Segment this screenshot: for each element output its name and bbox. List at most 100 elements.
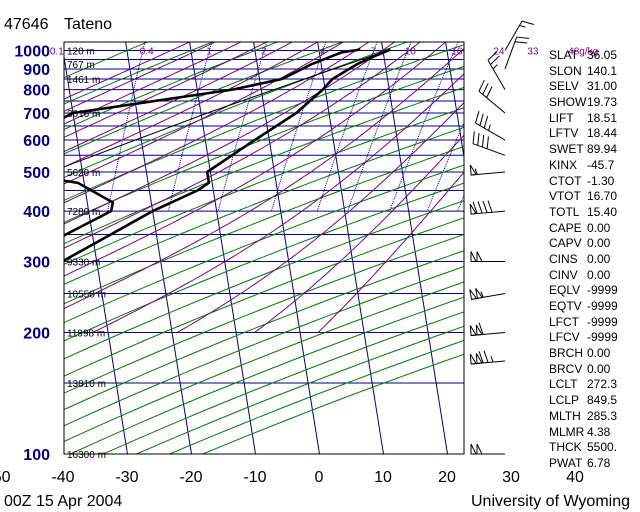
barb-flag — [479, 113, 484, 126]
mixing-ratio-label: 33 — [527, 47, 539, 58]
pressure-tick-label: 100 — [23, 447, 50, 464]
index-value: 140.1 — [587, 63, 618, 78]
barb-flag — [482, 83, 489, 95]
barb-pennant — [476, 443, 483, 455]
isotherm-line — [317, 42, 384, 454]
temperature-tick-label: -30 — [115, 469, 138, 486]
index-value: 0.00 — [587, 361, 611, 376]
barb-pennant — [470, 251, 477, 263]
barb-flag — [481, 134, 485, 148]
barb-flag — [487, 200, 493, 213]
moist-adiabat-line — [64, 42, 293, 153]
index-value: 16.70 — [587, 189, 618, 204]
index-value: 0.00 — [587, 267, 611, 282]
index-row: VTOT 16.70 — [549, 189, 637, 205]
moist-adiabat-line — [64, 42, 370, 204]
index-value: 36.05 — [587, 48, 618, 62]
barb-flag — [483, 350, 489, 363]
index-row: TOTL 15.40 — [549, 205, 637, 221]
index-value: 18.44 — [587, 126, 618, 141]
index-name: LFCT — [549, 314, 579, 329]
mixing-ratio-label: 48g/kg — [568, 47, 598, 58]
index-value: 6.78 — [587, 455, 611, 470]
barb-staff — [504, 36, 518, 70]
grid-lines — [64, 42, 464, 454]
barb-flag — [486, 86, 493, 98]
barb-half-flag — [490, 356, 494, 363]
wind-barb — [472, 131, 506, 156]
dry-adiabat-line — [64, 233, 464, 394]
parcel-profile — [64, 49, 391, 168]
isotherm-line — [445, 42, 464, 161]
index-name: LCLP — [549, 393, 580, 408]
index-name: EQLV — [549, 283, 581, 298]
index-name: KINX — [549, 157, 578, 172]
temperature-tick-label: 20 — [438, 469, 456, 486]
mixing-ratio-label: 24 — [493, 47, 505, 58]
barb-staff — [472, 143, 506, 156]
index-name: CINS — [549, 251, 578, 266]
moist-adiabat-line — [64, 42, 344, 185]
height-label: 13810 m — [67, 379, 106, 390]
wind-barb — [469, 350, 506, 365]
dry-adiabat-line — [64, 200, 464, 360]
mixing-ratio-label: 2 — [261, 47, 267, 58]
moist-adiabat-line — [64, 42, 421, 249]
index-value: 89.94 — [587, 142, 618, 157]
barb-half-flag — [488, 124, 491, 131]
index-row: CINS 0.00 — [549, 252, 637, 268]
isotherm-line — [189, 42, 256, 454]
height-label: 1461 m — [67, 75, 100, 86]
dry-adiabat-line — [64, 86, 464, 245]
barb-pennant — [475, 288, 484, 299]
index-row: LFCT -9999 — [549, 315, 637, 331]
index-name: SWET — [549, 142, 584, 157]
mixing-ratio-line — [107, 42, 146, 212]
index-row: BRCH 0.00 — [549, 346, 637, 362]
mixing-ratio-label: 0.4 — [140, 47, 154, 58]
sounding-profiles — [64, 48, 391, 262]
barb-flag — [483, 116, 489, 129]
data-source: University of Wyoming — [471, 493, 630, 510]
temperature-tick-label: -40 — [51, 469, 74, 486]
dry-adiabat-line — [64, 265, 464, 427]
barb-pennant — [475, 353, 483, 365]
index-row: CAPE 0.00 — [549, 221, 637, 237]
barb-flag — [516, 36, 529, 39]
wind-barb — [478, 79, 506, 114]
moist-adiabat-line — [64, 42, 395, 225]
index-row: SHOW 19.73 — [549, 95, 637, 111]
index-name: SHOW — [549, 95, 587, 110]
moist-adiabat-line — [92, 73, 464, 333]
wind-barb — [469, 200, 506, 215]
moist-adiabat-line — [64, 42, 242, 125]
isotherm-line — [125, 42, 192, 454]
index-row: SELV 31.00 — [549, 79, 637, 95]
index-name: LFCV — [549, 330, 580, 345]
wind-barb — [475, 111, 506, 141]
height-label: 10550 m — [67, 290, 106, 301]
index-row: THCK 5500. — [549, 440, 637, 456]
dry-adiabat-line — [64, 182, 464, 342]
index-value: -9999 — [587, 330, 618, 345]
wind-barb — [487, 51, 506, 90]
mixing-ratio-label: 16 — [451, 47, 463, 58]
temperature-tick-label: 10 — [374, 469, 392, 486]
dry-adiabat-line — [64, 164, 464, 324]
isotherm-line — [381, 42, 448, 454]
index-row: LCLT 272.3 — [549, 377, 637, 393]
pressure-tick-label: 300 — [23, 255, 50, 272]
wind-barbs — [469, 20, 535, 455]
temperature-tick-label: 0 — [315, 469, 324, 486]
pressure-tick-label: 200 — [23, 326, 50, 343]
pressure-tick-label: 800 — [23, 83, 50, 100]
barb-pennant — [469, 289, 478, 300]
barb-staff — [478, 90, 506, 114]
wind-barb — [504, 20, 535, 51]
dry-adiabat-line — [64, 126, 464, 285]
barb-flag — [482, 200, 488, 213]
index-row: LFCV -9999 — [549, 330, 637, 346]
barb-flag — [478, 79, 485, 92]
